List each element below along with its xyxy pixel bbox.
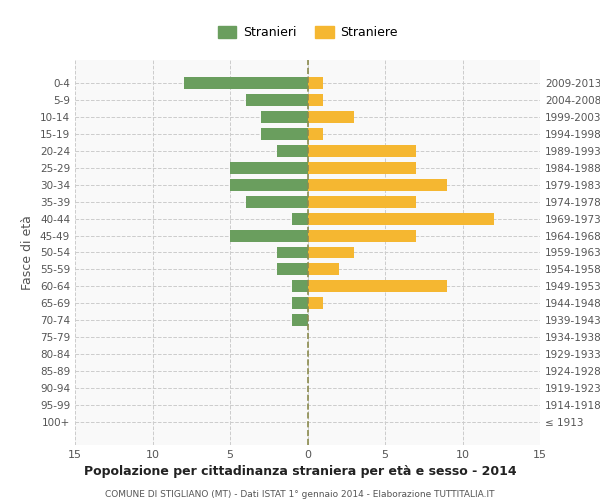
Bar [308, 94, 323, 106]
Bar [277, 145, 308, 157]
Bar [308, 196, 416, 207]
Bar [292, 280, 308, 292]
Bar [277, 264, 308, 276]
Text: Popolazione per cittadinanza straniera per età e sesso - 2014: Popolazione per cittadinanza straniera p… [83, 465, 517, 478]
Text: COMUNE DI STIGLIANO (MT) - Dati ISTAT 1° gennaio 2014 - Elaborazione TUTTITALIA.: COMUNE DI STIGLIANO (MT) - Dati ISTAT 1°… [105, 490, 495, 499]
Bar [308, 162, 416, 174]
Bar [184, 78, 308, 90]
Bar [277, 246, 308, 258]
Bar [245, 196, 308, 207]
Bar [308, 246, 354, 258]
Bar [261, 112, 308, 123]
Y-axis label: Fasce di età: Fasce di età [22, 215, 34, 290]
Bar [230, 230, 308, 241]
Legend: Stranieri, Straniere: Stranieri, Straniere [211, 20, 404, 46]
Bar [308, 264, 338, 276]
Bar [230, 162, 308, 174]
Bar [230, 179, 308, 191]
Bar [292, 213, 308, 224]
Bar [292, 298, 308, 309]
Bar [308, 213, 493, 224]
Bar [308, 145, 416, 157]
Bar [245, 94, 308, 106]
Bar [308, 230, 416, 241]
Bar [292, 314, 308, 326]
Bar [308, 78, 323, 90]
Bar [308, 112, 354, 123]
Bar [308, 128, 323, 140]
Bar [308, 179, 447, 191]
Bar [261, 128, 308, 140]
Bar [308, 298, 323, 309]
Bar [308, 280, 447, 292]
